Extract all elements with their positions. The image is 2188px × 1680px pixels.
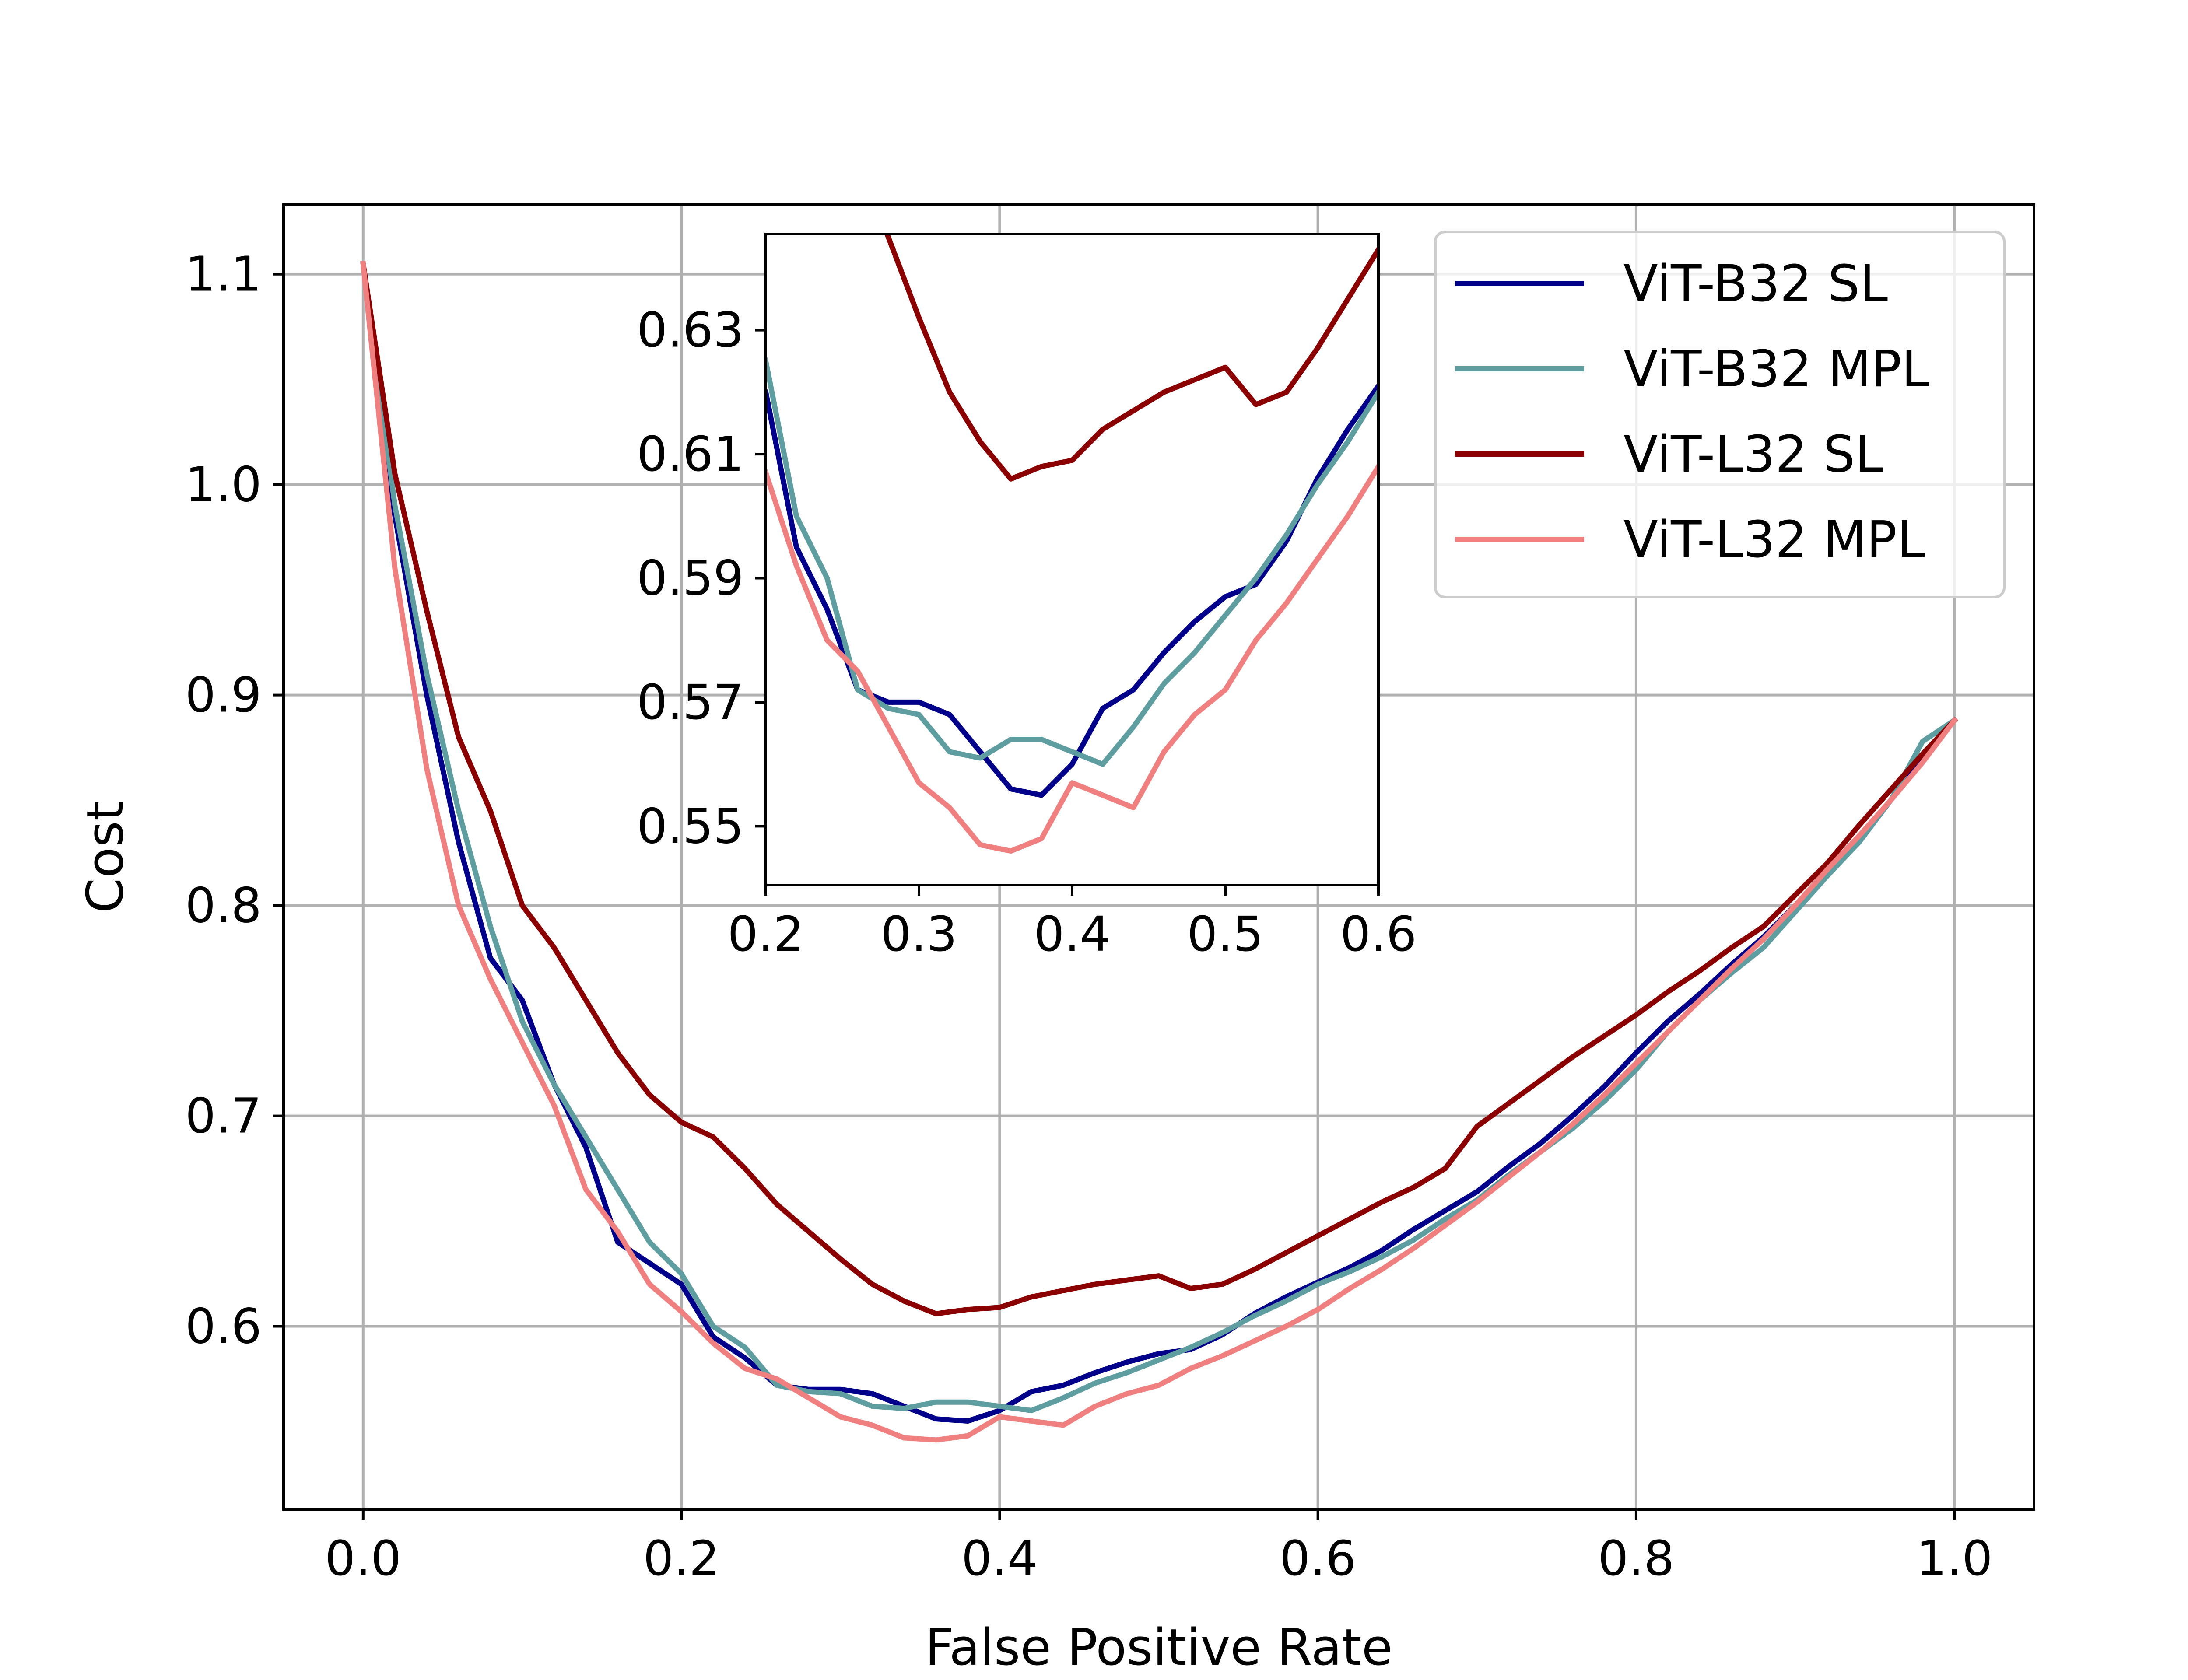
legend-box <box>1434 231 2006 598</box>
series-line-vit-l32-mpl <box>360 261 1958 1443</box>
y-tick-label: 1.0 <box>185 457 262 513</box>
inset-series-line-vit-b32-mpl <box>766 353 1378 767</box>
inset-series-line-vit-l32-sl <box>884 234 1378 482</box>
inset-y-tick-label: 0.63 <box>637 302 744 358</box>
inset-x-tick-label: 0.2 <box>728 906 804 962</box>
x-tick-label: 1.0 <box>1916 1530 1993 1586</box>
inset-y-tick-label: 0.55 <box>637 798 744 854</box>
inset-series-line-vit-b32-sl <box>766 381 1378 798</box>
x-tick-label: 0.4 <box>961 1530 1038 1586</box>
legend-label-vit-l32-mpl: ViT-L32 MPL <box>1623 511 1925 569</box>
legend-items: ViT-B32 SL ViT-B32 MPL ViT-L32 SL ViT-L32 M… <box>1455 255 1930 569</box>
y-axis-label: Cost <box>76 801 135 913</box>
inset-y-tick-label: 0.59 <box>637 550 744 606</box>
x-tick-label: 0.2 <box>643 1530 720 1586</box>
inset-x-tick-label: 0.3 <box>881 906 957 962</box>
inset-x-tick-label: 0.6 <box>1340 906 1417 962</box>
main-axes-frame <box>282 203 2035 1511</box>
main-series-group <box>360 260 1958 1443</box>
y-tick-label: 0.9 <box>185 667 262 723</box>
inset-x-ticks: 0.2 0.3 0.4 0.5 0.6 <box>728 885 1417 962</box>
inset-zoom-panel: 0.2 0.3 0.4 0.5 0.6 0.55 0.57 0.59 0.61 0.63 <box>637 233 1417 962</box>
x-tick-label: 0.0 <box>325 1530 401 1586</box>
y-tick-label: 0.6 <box>185 1298 262 1354</box>
inset-y-tick-label: 0.61 <box>637 426 744 482</box>
inset-x-tick-label: 0.4 <box>1034 906 1111 962</box>
legend-label-vit-b32-sl: ViT-B32 SL <box>1623 255 1888 313</box>
x-tick-label: 0.8 <box>1598 1530 1674 1586</box>
y-tick-label: 0.8 <box>185 878 262 934</box>
inset-series-line-vit-l32-mpl <box>766 460 1378 854</box>
main-y-ticks: 0.6 0.7 0.8 0.9 1.0 1.1 <box>185 246 284 1354</box>
legend-label-vit-b32-mpl: ViT-B32 MPL <box>1623 340 1930 399</box>
y-tick-label: 0.7 <box>185 1088 262 1144</box>
main-x-ticks: 0.0 0.2 0.4 0.6 0.8 1.0 <box>325 1509 1993 1586</box>
inset-series-group <box>766 234 1378 854</box>
legend: ViT-B32 SL ViT-B32 MPL ViT-L32 SL ViT-L32 M… <box>1434 231 2006 598</box>
x-tick-label: 0.6 <box>1280 1530 1356 1586</box>
x-axis-label: False Positive Rate <box>925 1618 1393 1677</box>
inset-x-tick-label: 0.5 <box>1187 906 1264 962</box>
inset-y-tick-label: 0.57 <box>637 674 744 730</box>
legend-label-vit-l32-sl: ViT-L32 SL <box>1623 425 1883 484</box>
y-tick-label: 1.1 <box>185 246 262 302</box>
series-line-vit-l32-sl <box>360 260 1958 1316</box>
inset-y-ticks: 0.55 0.57 0.59 0.61 0.63 <box>637 302 766 854</box>
